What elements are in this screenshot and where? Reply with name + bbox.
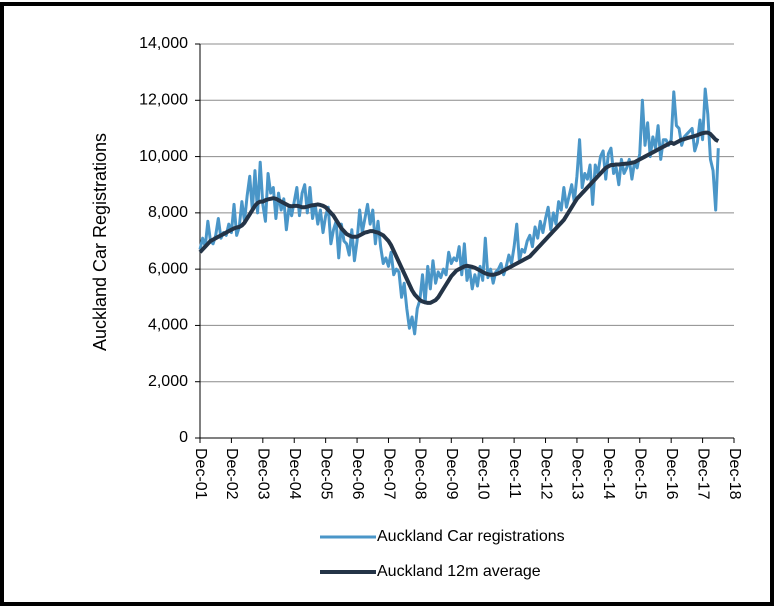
y-tick-label: 6,000 [148, 260, 188, 277]
x-tick-label: Dec-18 [726, 448, 743, 500]
x-tick-label: Dec-15 [632, 448, 649, 500]
x-tick-label: Dec-02 [223, 448, 240, 500]
x-tick-label: Dec-16 [663, 448, 680, 500]
x-tick-label: Dec-17 [694, 448, 711, 500]
series-line [198, 87, 720, 336]
y-tick-label: 10,000 [139, 148, 188, 165]
x-tick-label: Dec-01 [192, 448, 209, 500]
x-tick-label: Dec-12 [537, 448, 554, 500]
y-tick-label: 4,000 [148, 317, 188, 334]
x-tick-label: Dec-13 [569, 448, 586, 500]
x-tick-label: Dec-11 [506, 448, 523, 498]
x-tick-label: Dec-07 [380, 448, 397, 500]
x-tick-label: Dec-09 [443, 448, 460, 500]
legend-label: Auckland Car registrations [377, 528, 565, 545]
x-tick-label: Dec-10 [474, 448, 491, 500]
y-tick-label: 12,000 [139, 92, 188, 109]
legend-label: Auckland 12m average [377, 563, 541, 580]
x-tick-label: Dec-05 [317, 448, 334, 500]
x-tick-label: Dec-06 [349, 448, 366, 500]
y-tick-label: 14,000 [139, 35, 188, 52]
series-line [198, 130, 720, 305]
x-tick-label: Dec-03 [255, 448, 272, 500]
y-axis-label: Auckland Car Registrations [90, 133, 110, 351]
x-tick-label: Dec-04 [286, 448, 303, 500]
y-tick-label: 8,000 [148, 204, 188, 221]
x-tick-label: Dec-14 [600, 448, 617, 500]
y-tick-label: 0 [179, 429, 188, 446]
x-tick-label: Dec-08 [412, 448, 429, 500]
y-tick-label: 2,000 [148, 373, 188, 390]
